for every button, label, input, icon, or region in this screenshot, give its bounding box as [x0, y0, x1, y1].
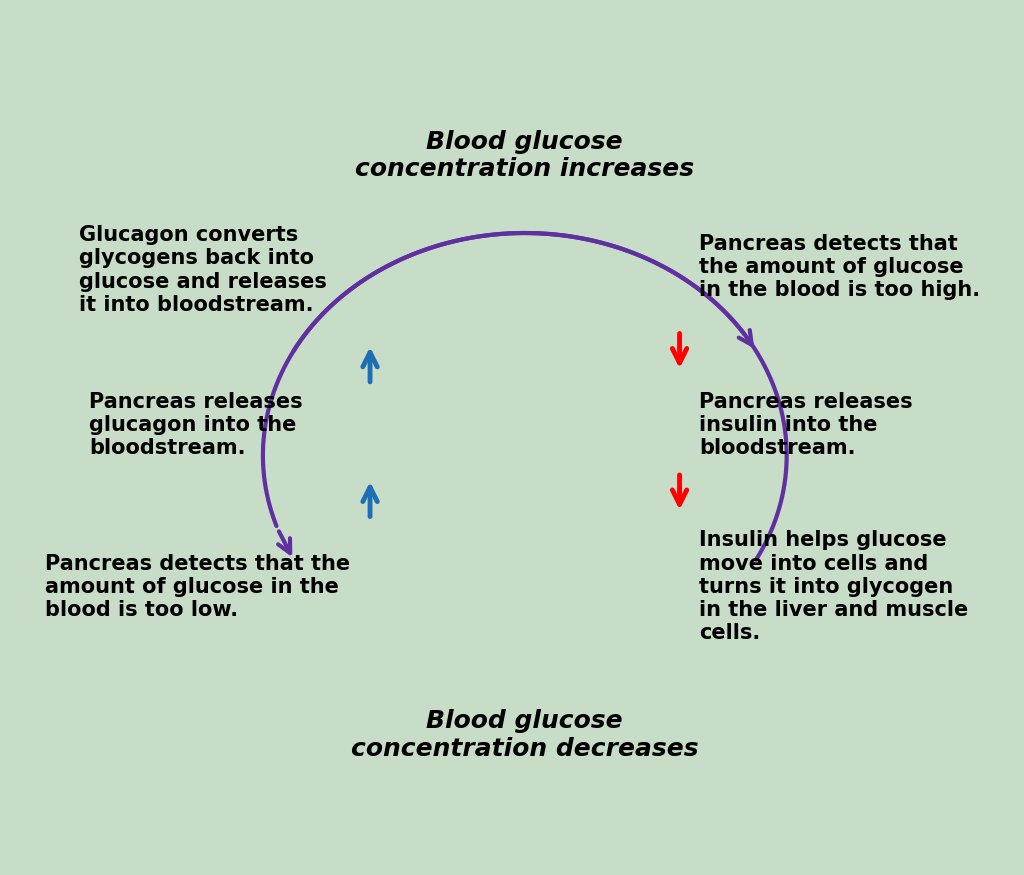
Text: Blood glucose
concentration decreases: Blood glucose concentration decreases — [351, 709, 698, 761]
Text: Glucagon converts
glycogens back into
glucose and releases
it into bloodstream.: Glucagon converts glycogens back into gl… — [79, 225, 327, 315]
Text: Blood glucose
concentration increases: Blood glucose concentration increases — [355, 130, 694, 181]
Text: Insulin helps glucose
move into cells and
turns it into glycogen
in the liver an: Insulin helps glucose move into cells an… — [699, 530, 969, 643]
Text: Pancreas detects that the
amount of glucose in the
blood is too low.: Pancreas detects that the amount of gluc… — [45, 554, 350, 620]
Text: Pancreas releases
insulin into the
bloodstream.: Pancreas releases insulin into the blood… — [699, 392, 913, 458]
Text: Pancreas releases
glucagon into the
bloodstream.: Pancreas releases glucagon into the bloo… — [89, 392, 303, 458]
Text: Pancreas detects that
the amount of glucose
in the blood is too high.: Pancreas detects that the amount of gluc… — [699, 234, 981, 300]
